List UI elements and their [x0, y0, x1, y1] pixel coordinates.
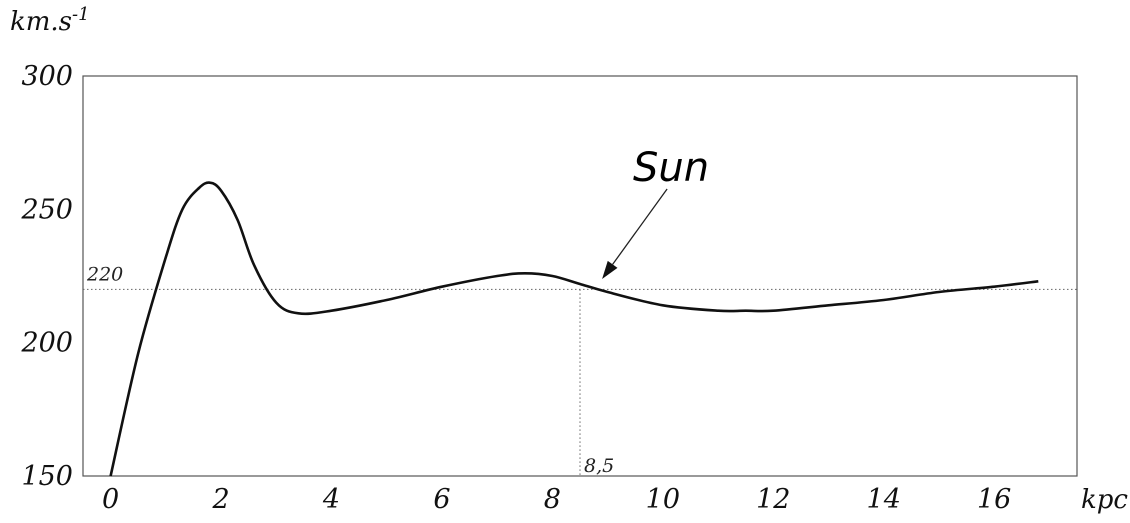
reference-label-220: 220 — [86, 263, 123, 285]
y-axis-label: km.s-1 — [10, 4, 90, 37]
x-tick-label: 10 — [646, 484, 680, 515]
x-tick-label: 12 — [756, 484, 790, 515]
x-tick-label: 4 — [322, 484, 340, 515]
y-tick-label: 200 — [20, 328, 73, 359]
x-axis-label: kpc — [1081, 485, 1128, 515]
y-tick-label: 150 — [21, 461, 73, 492]
annotation-sun: Sun — [633, 145, 709, 191]
sun-arrowhead-icon — [602, 260, 618, 279]
reference-label-8-5: 8,5 — [584, 455, 614, 477]
x-tick-label: 14 — [867, 484, 901, 515]
y-tick-label: 250 — [20, 194, 73, 225]
sun-arrow — [612, 188, 668, 265]
x-tick-label: 0 — [102, 484, 119, 515]
y-tick-label: 300 — [21, 61, 73, 92]
x-tick-label: 16 — [977, 484, 1011, 515]
x-tick-label: 6 — [433, 484, 450, 515]
plot-frame — [82, 75, 1078, 477]
y-axis-unit-exponent: -1 — [72, 4, 90, 25]
x-tick-label: 2 — [211, 484, 229, 515]
x-tick-label: 8 — [544, 484, 561, 515]
series-line-rotation-curve — [109, 181, 1039, 477]
y-axis-unit: km.s — [10, 7, 72, 37]
